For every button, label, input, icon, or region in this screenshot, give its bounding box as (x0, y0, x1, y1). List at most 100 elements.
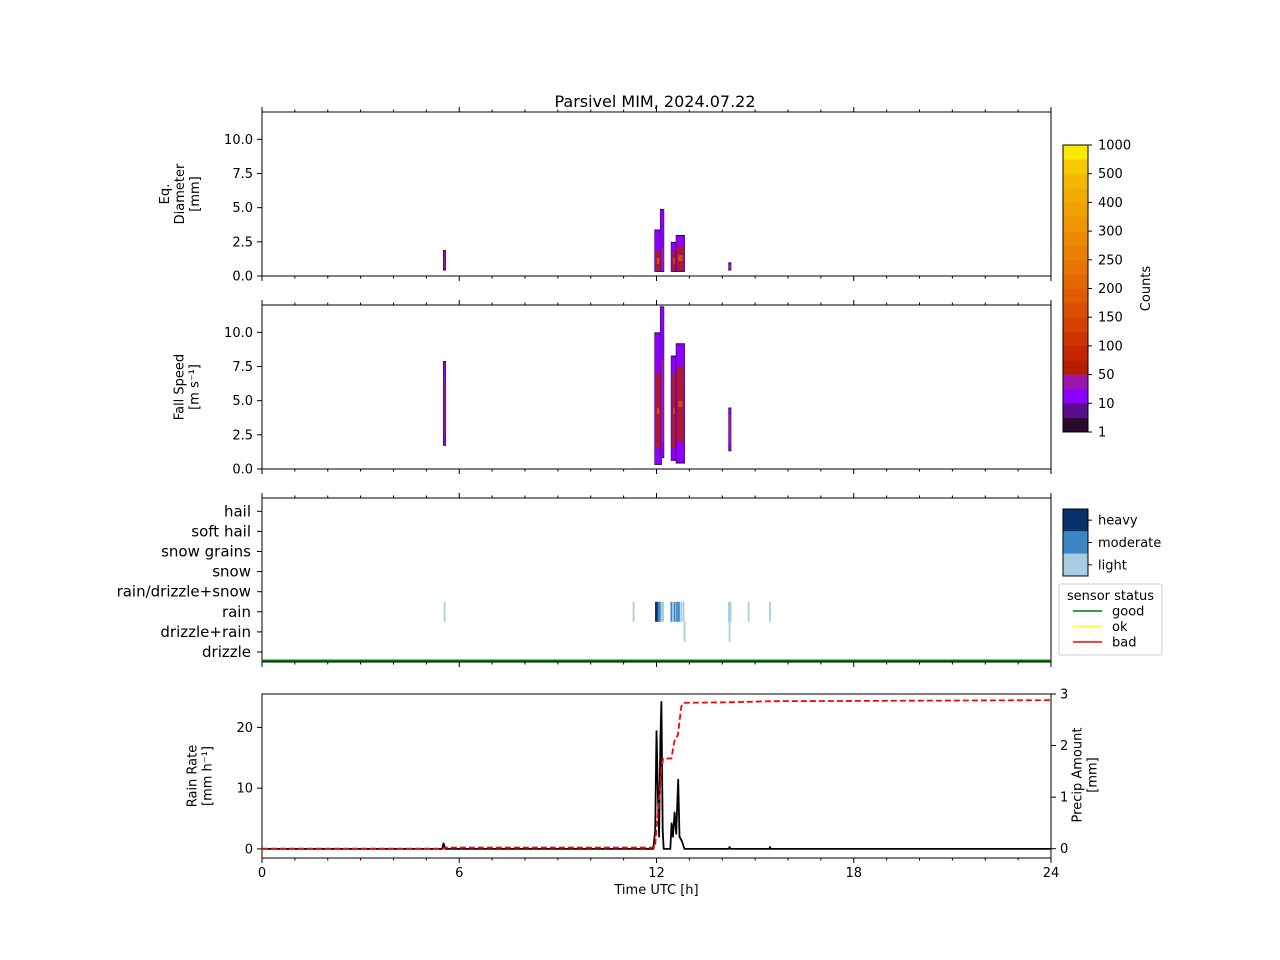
precip-type-category-label: drizzle (202, 643, 251, 661)
precip-type-type-mark (673, 601, 676, 622)
precip-type-category-label: snow grains (161, 543, 251, 561)
colorbar-tick-label: 150 (1098, 311, 1123, 326)
precip-type-category-label: snow (212, 563, 251, 581)
diameter-ytick-label: 2.5 (232, 235, 253, 250)
status-legend-title: sensor status (1067, 589, 1154, 604)
rainrate-xlabel: Time UTC [h] (613, 883, 698, 898)
precip-type-type-mark (729, 601, 732, 622)
precip-ylabel: [mm] (1086, 757, 1101, 792)
colorbar-segment (1063, 374, 1088, 390)
counts-colorbar: 1 10 50 100 150 200 250 300 400 500 1000 Counts (1062, 139, 1154, 441)
precip-type-type-mark (682, 601, 685, 622)
colorbar-segment (1063, 259, 1088, 275)
intensity-label: moderate (1098, 536, 1161, 551)
diameter-event-peak (678, 255, 683, 262)
precip-type-type-mark (443, 601, 446, 622)
status-legend-label: bad (1112, 636, 1136, 651)
colorbar-tick-label: 1 (1098, 426, 1106, 441)
precip-type-panel: drizzle drizzle+rain rain rain/drizzle+snow… (117, 493, 1052, 667)
diameter-ylabel: Eq. (158, 184, 173, 205)
colorbar-segment (1063, 231, 1088, 246)
diameter-ylabel: Diameter (173, 163, 188, 224)
colorbar-segment (1063, 216, 1088, 232)
colorbar-segment (1063, 302, 1088, 318)
diameter-ytick-label: 10.0 (224, 133, 253, 148)
precip-type-type-mark (672, 601, 674, 622)
diameter-ytick-label: 0.0 (232, 270, 253, 285)
fallspeed-ytick-label: 0.0 (232, 463, 253, 478)
intensity-frame (1062, 508, 1089, 577)
intensity-label: light (1098, 558, 1127, 573)
precip-type-type-mark (728, 621, 731, 642)
precip-type-type-mark (676, 601, 678, 622)
precip-type-type-mark (632, 601, 635, 622)
rainrate-xtick-label: 6 (455, 866, 463, 881)
fallspeed-event-core (660, 359, 664, 442)
precip-type-type-mark (683, 621, 686, 642)
colorbar-segment (1063, 360, 1088, 375)
colorbar-segment (1063, 274, 1088, 289)
colorbar-tick-label: 500 (1098, 167, 1123, 182)
fallspeed-ytick-label: 10.0 (224, 326, 253, 341)
diameter-ytick-label: 7.5 (232, 167, 253, 182)
precip-ytick-label: 1 (1060, 791, 1068, 806)
rainrate-xtick-label: 12 (648, 866, 665, 881)
precip-type-type-mark (769, 601, 771, 622)
rain-rate-line (262, 701, 1051, 850)
rainrate-xtick-label: 24 (1043, 866, 1060, 881)
intensity-label: heavy (1098, 514, 1138, 529)
intensity-swatch (1063, 553, 1088, 576)
precip-type-type-mark (657, 601, 660, 622)
colorbar-segment (1063, 173, 1088, 189)
colorbar-segment (1063, 145, 1088, 160)
precip-ytick-label: 2 (1060, 739, 1068, 754)
diameter-panel: 0.0 2.5 5.0 7.5 10.0 Eq. Diameter [mm] (158, 107, 1052, 285)
diameter-ylabel: [mm] (188, 176, 203, 211)
precip-type-type-mark (662, 601, 665, 622)
status-legend-label: ok (1112, 620, 1128, 635)
fallspeed-event-peak (656, 407, 660, 414)
colorbar-segment (1063, 245, 1088, 261)
fallspeed-event-core (443, 376, 446, 435)
colorbar-tick-label: 50 (1098, 368, 1115, 383)
diameter-event-peak (656, 257, 660, 264)
precip-ytick-label: 3 (1060, 688, 1068, 703)
precip-ylabel: Precip Amount (1071, 728, 1086, 823)
fall-speed-panel: 0.0 2.5 5.0 7.5 10.0 Fall Speed [m s⁻¹] (173, 300, 1052, 478)
fallspeed-event-peak (678, 401, 683, 408)
fallspeed-event-core (728, 414, 731, 442)
precip-type-category-label: hail (224, 502, 251, 520)
precip-type-type-mark (655, 601, 657, 622)
precip-type-type-mark (660, 601, 663, 622)
colorbar-segment (1063, 202, 1088, 218)
colorbar-segment (1063, 331, 1088, 347)
colorbar-segment (1063, 345, 1088, 361)
precip-type-type-mark (656, 601, 659, 622)
diameter-event-body (654, 230, 662, 271)
intensity-legend: light moderate heavy (1062, 508, 1161, 577)
diameter-event-peak (673, 257, 675, 264)
colorbar-tick-label: 100 (1098, 339, 1123, 354)
colorbar-tick-label: 1000 (1098, 139, 1131, 154)
rainrate-xtick-label: 18 (845, 866, 862, 881)
figure-title: Parsivel MIM, 2024.07.22 (554, 92, 755, 111)
precip-type-category-label: soft hail (191, 522, 251, 540)
fallspeed-ytick-label: 7.5 (232, 360, 253, 375)
precip-type-type-mark (678, 601, 680, 622)
diameter-event-body (660, 210, 664, 271)
colorbar-tick-label: 400 (1098, 196, 1123, 211)
status-legend-box (1058, 583, 1163, 656)
precip-type-type-mark (680, 601, 683, 622)
rainrate-ytick-label: 10 (236, 782, 253, 797)
rainrate-ytick-label: 0 (245, 842, 253, 857)
precip-amount-line (262, 699, 1052, 850)
precip-type-type-mark (728, 601, 730, 622)
rainrate-xtick-label: 0 (258, 866, 266, 881)
precip-ytick-label: 0 (1060, 842, 1068, 857)
fallspeed-ytick-label: 5.0 (232, 394, 253, 409)
precip-type-type-mark (747, 601, 750, 622)
intensity-swatch (1063, 509, 1088, 532)
fallspeed-ylabel: [m s⁻¹] (188, 364, 203, 410)
